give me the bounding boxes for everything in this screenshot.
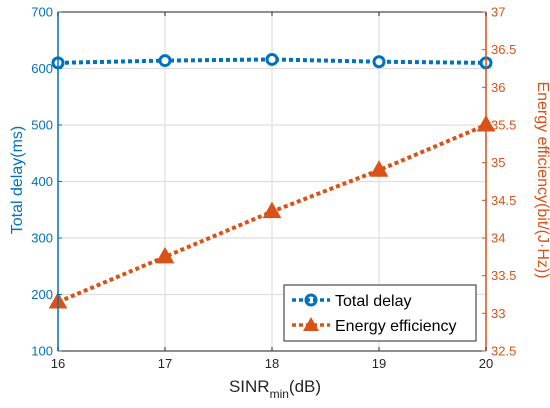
point-energy-efficiency-2 — [262, 201, 282, 219]
axes — [57, 11, 487, 352]
y-right-tick-label-6: 35.5 — [491, 118, 516, 133]
legend-label-total-delay: Total delay — [335, 293, 412, 310]
point-total-delay-1 — [158, 54, 172, 68]
x-axis-label: SINRmin(dB) — [229, 377, 321, 401]
y-right-tick-label-9: 37 — [491, 5, 505, 20]
series-line-total-delay — [57, 57, 487, 65]
legend-marker-total-delay — [304, 293, 318, 307]
x-axis-label-main: SINR — [229, 377, 270, 396]
y-left-tick-label-3: 400 — [31, 174, 53, 189]
x-tick-label-1: 17 — [158, 356, 172, 371]
point-energy-efficiency-3 — [369, 160, 389, 177]
y-right-tick-label-4: 34.5 — [491, 193, 516, 208]
y-left-tick-label-2: 300 — [31, 231, 53, 246]
y-right-tick-label-3: 34 — [491, 231, 505, 246]
y-left-axis-label: Total delay(ms) — [9, 126, 26, 234]
point-total-delay-2 — [265, 52, 279, 66]
x-axis-label-subscript: min — [270, 387, 289, 401]
legend-box — [283, 284, 477, 342]
x-tick-label-0: 16 — [51, 356, 65, 371]
point-energy-efficiency-1 — [155, 246, 175, 264]
y-right-tick-label-2: 33.5 — [491, 268, 516, 283]
legend-marker-energy-efficiency — [303, 317, 319, 331]
x-tick-label-3: 19 — [372, 356, 386, 371]
y-left-tick-label-4: 500 — [31, 118, 53, 133]
legend-label-energy-efficiency: Energy efficiency — [335, 318, 457, 335]
y-right-tick-label-7: 36 — [491, 80, 505, 95]
series-layer — [48, 52, 496, 309]
y-right-tick-label-1: 33 — [491, 306, 505, 321]
y-left-tick-label-6: 700 — [31, 5, 53, 20]
y-left-tick-label-0: 100 — [31, 344, 53, 359]
y-right-tick-label-0: 32.5 — [491, 344, 516, 359]
tick-labels: 16 17 18 19 20 100 200 300 400 500 600 700 32.5 33 33.… — [31, 5, 516, 372]
x-tick-label-4: 20 — [479, 356, 493, 371]
x-axis-label-unit: (dB) — [289, 377, 321, 396]
point-total-delay-3 — [372, 55, 386, 69]
y-right-axis-label: Energy efficiency(bit/(J·Hz)) — [534, 81, 550, 278]
y-right-tick-label-8: 36.5 — [491, 42, 516, 57]
legend: Total delay Energy efficiency — [283, 284, 477, 342]
y-left-tick-label-1: 200 — [31, 287, 53, 302]
y-left-tick-label-5: 600 — [31, 61, 53, 76]
y-right-tick-label-5: 35 — [491, 155, 505, 170]
grid-lines — [57, 11, 487, 352]
x-tick-label-2: 18 — [265, 356, 279, 371]
